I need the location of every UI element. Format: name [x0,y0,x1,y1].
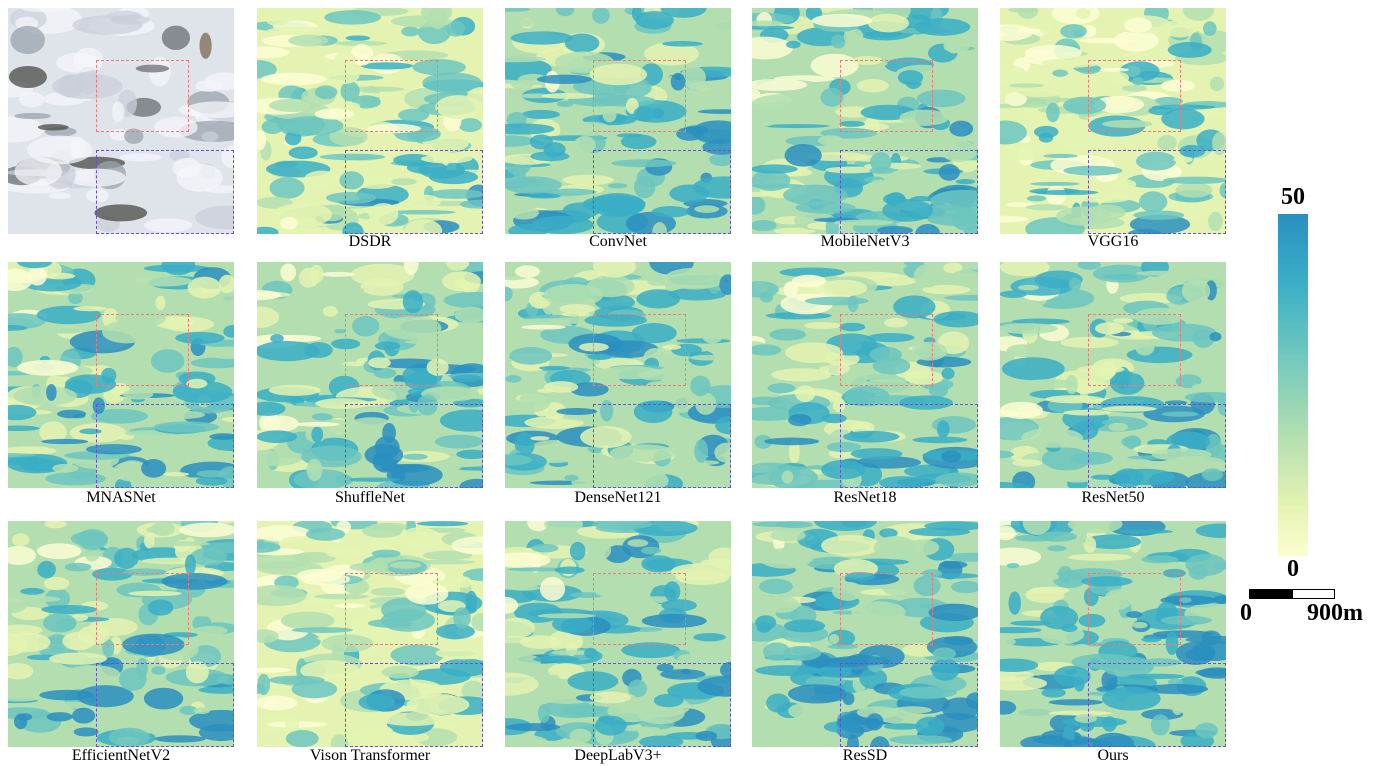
roi-box-upper [593,573,686,645]
roi-box-lower [345,404,483,488]
caption-efficientnetv2: EfficientNetV2 [71,747,171,764]
panel-rgb-input [8,8,234,234]
panel-convnet [505,8,731,234]
roi-box-lower [593,663,731,747]
roi-box-upper [345,60,438,132]
caption-vgg16: VGG16 [1087,233,1139,250]
colorbar-max-label: 50 [1281,184,1305,210]
roi-box-lower [96,663,234,747]
scale-bar-start-label: 0 [1240,600,1252,626]
panel-shufflenet [257,262,483,488]
caption-convnet: ConvNet [589,233,647,250]
panel-mobilenetv3 [752,8,978,234]
colorbar-min-label: 0 [1287,556,1299,582]
roi-box-upper [1088,314,1181,386]
roi-box-lower [1088,404,1226,488]
roi-box-lower [1088,663,1226,747]
roi-box-upper [345,573,438,645]
colorbar [1278,214,1308,556]
panel-dsdr [257,8,483,234]
roi-box-upper [1088,573,1181,645]
caption-ressd: ResSD [842,747,888,764]
roi-box-lower [1088,150,1226,234]
panel-resnet18 [752,262,978,488]
roi-box-lower [345,150,483,234]
roi-box-upper [1088,60,1181,132]
caption-ours: Ours [1097,747,1129,764]
roi-box-lower [593,150,731,234]
caption-densenet121: DenseNet121 [574,489,662,506]
roi-box-lower [96,150,234,234]
roi-box-upper [593,314,686,386]
roi-box-upper [593,60,686,132]
scale-bar-end-label: 900m [1307,600,1363,626]
caption-shufflenet: ShuffleNet [335,489,405,506]
roi-box-lower [840,150,978,234]
roi-box-upper [840,60,933,132]
caption-resnet50: ResNet50 [1081,489,1145,506]
caption-mnasnet: MNASNet [86,489,156,506]
roi-box-upper [840,573,933,645]
roi-box-upper [96,314,189,386]
roi-box-upper [840,314,933,386]
caption-deeplabv3plus: DeepLabV3+ [574,747,662,764]
roi-box-lower [840,404,978,488]
panel-ressd [752,521,978,747]
panel-ours [1000,521,1226,747]
caption-vision-transformer: Vison Transformer [309,747,431,764]
roi-box-lower [593,404,731,488]
roi-box-lower [345,663,483,747]
roi-box-upper [96,60,189,132]
roi-box-lower [96,404,234,488]
roi-box-lower [840,663,978,747]
caption-resnet18: ResNet18 [833,489,897,506]
caption-mobilenetv3: MobileNetV3 [820,233,910,250]
scale-bar [1249,589,1335,599]
roi-box-upper [345,314,438,386]
panel-mnasnet [8,262,234,488]
panel-efficientnetv2 [8,521,234,747]
panel-vision-transformer [257,521,483,747]
caption-dsdr: DSDR [348,233,392,250]
panel-vgg16 [1000,8,1226,234]
panel-deeplabv3plus [505,521,731,747]
roi-box-upper [96,573,189,645]
panel-densenet121 [505,262,731,488]
panel-resnet50 [1000,262,1226,488]
